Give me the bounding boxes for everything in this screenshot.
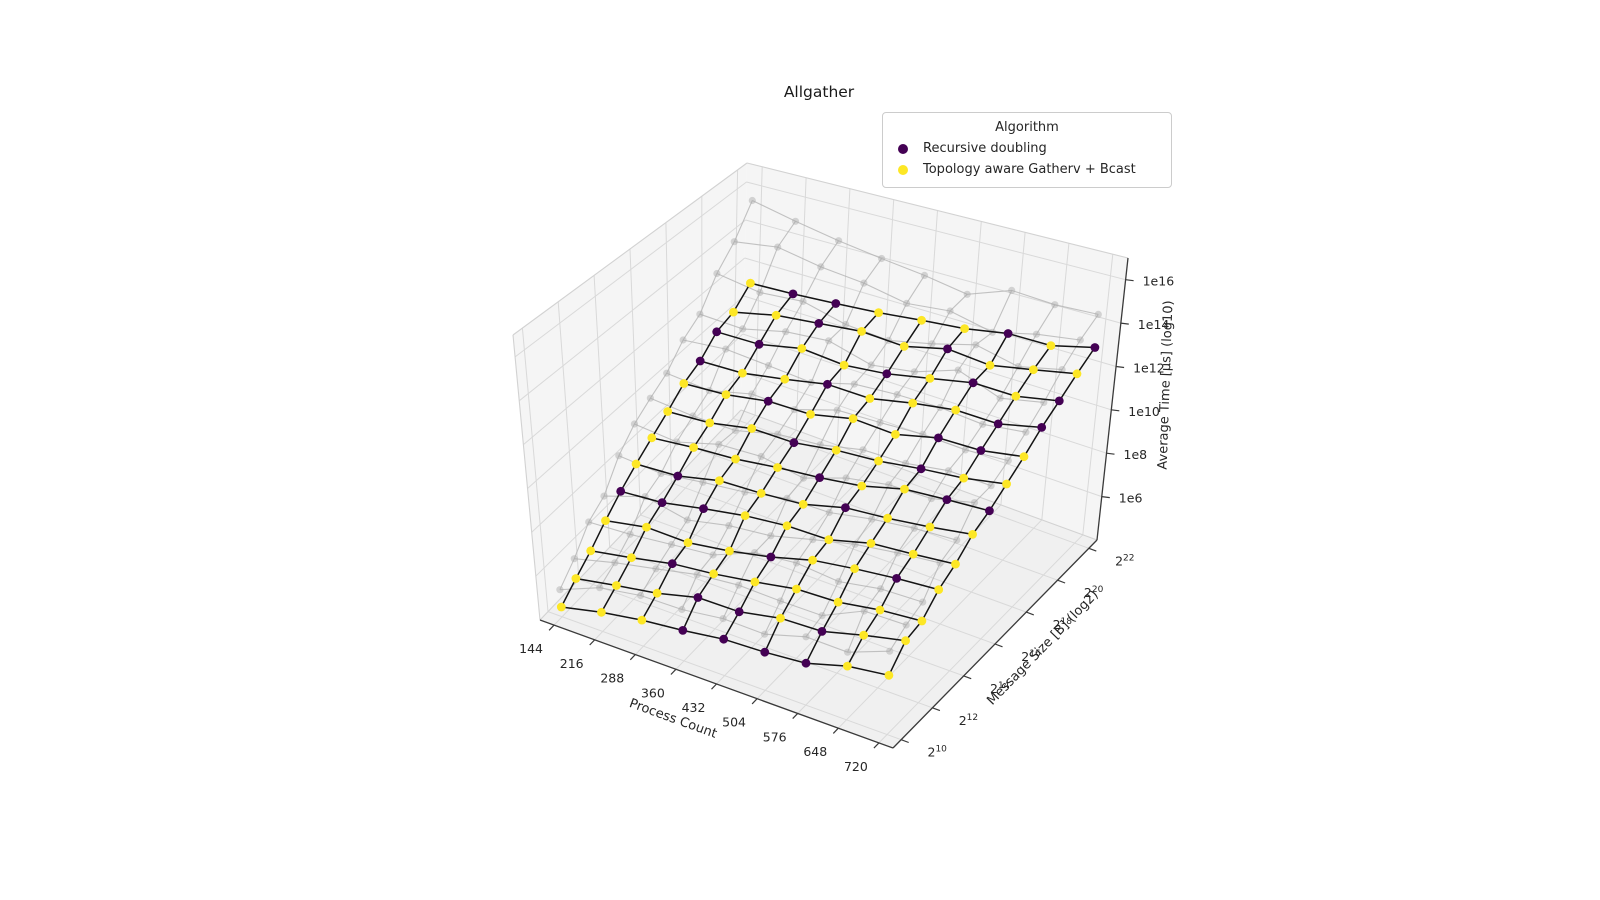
svg-text:212: 212 (959, 713, 978, 728)
svg-text:1e10: 1e10 (1128, 404, 1160, 419)
svg-text:1e14: 1e14 (1138, 317, 1170, 332)
svg-text:210: 210 (927, 745, 947, 760)
svg-text:220: 220 (1084, 585, 1104, 600)
svg-text:432: 432 (682, 700, 706, 715)
chart-title: Allgather (783, 83, 855, 101)
legend-entry-label: Recursive doubling (923, 141, 1047, 156)
svg-text:214: 214 (990, 681, 1010, 696)
svg-text:216: 216 (560, 656, 584, 671)
svg-text:216: 216 (1021, 649, 1041, 664)
legend-marker-recursive-doubling-icon (898, 143, 908, 154)
svg-text:1e6: 1e6 (1119, 491, 1143, 506)
legend-entry: Topology aware Gatherv + Bcast (891, 159, 1163, 180)
svg-text:1e12: 1e12 (1133, 361, 1165, 376)
svg-text:1e8: 1e8 (1124, 447, 1148, 462)
svg-text:218: 218 (1053, 617, 1073, 632)
legend-marker-topology-aware-icon (898, 164, 908, 175)
svg-text:144: 144 (519, 641, 543, 656)
legend-title: Algorithm (995, 120, 1059, 135)
svg-text:222: 222 (1115, 553, 1134, 568)
svg-text:504: 504 (722, 715, 746, 730)
svg-text:720: 720 (844, 759, 868, 774)
legend-entry-label: Topology aware Gatherv + Bcast (923, 162, 1136, 177)
svg-text:648: 648 (803, 744, 827, 759)
legend-entry: Recursive doubling (891, 138, 1163, 159)
svg-text:1e16: 1e16 (1143, 274, 1175, 289)
svg-text:360: 360 (641, 685, 665, 700)
svg-text:576: 576 (763, 729, 787, 744)
svg-text:288: 288 (600, 671, 624, 686)
legend: Algorithm Recursive doubling Topology aw… (882, 112, 1172, 188)
